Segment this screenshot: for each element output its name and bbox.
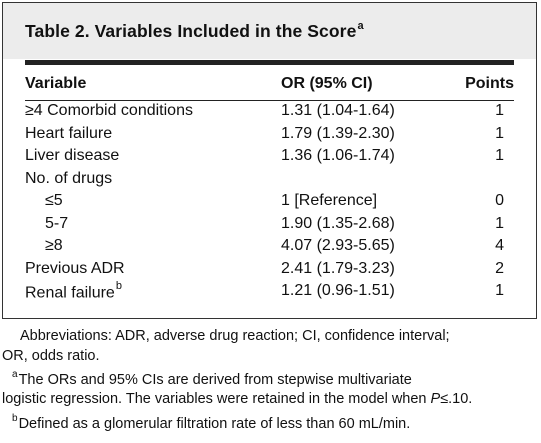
table-row: ≤5 1 [Reference] 0 xyxy=(3,192,536,215)
cell-or: 1.90 (1.35-2.68) xyxy=(281,214,395,232)
footnote-a-cont-post: ≤.10. xyxy=(440,391,473,408)
cell-or: 4.07 (2.93-5.65) xyxy=(281,237,395,254)
table-title-band: Table 2. Variables Included in the Score… xyxy=(3,3,536,59)
footnote-a-cont: logistic regression. The variables were … xyxy=(0,390,541,410)
column-header-points: Points xyxy=(465,75,514,92)
cell-points: 1 xyxy=(495,147,504,164)
footnote-b-text: Defined as a glomerular filtration rate … xyxy=(18,415,411,432)
table-row: Heart failure 1.79 (1.39-2.30) 1 xyxy=(3,125,536,148)
abbreviations-note: Abbreviations: ADR, adverse drug reactio… xyxy=(20,328,450,344)
table-row: Renal failureb 1.21 (0.96-1.51) 1 xyxy=(3,280,536,305)
cell-or: 2.41 (1.79-3.23) xyxy=(281,259,395,277)
table-row: ≥4 Comorbid conditions 1.31 (1.04-1.64) 1 xyxy=(3,102,536,125)
table-title: Table 2. Variables Included in the Score… xyxy=(25,20,364,42)
table-row: 5-7 1.90 (1.35-2.68) 1 xyxy=(3,215,536,238)
cell-variable: ≥8 xyxy=(45,237,63,255)
cell-or: 1.79 (1.39-2.30) xyxy=(281,124,395,142)
cell-variable-text: Previous ADR xyxy=(25,259,125,277)
cell-variable-text: No. of drugs xyxy=(25,169,113,187)
cell-variable-text: 5-7 xyxy=(45,214,69,232)
table-row: ≥8 4.07 (2.93-5.65) 4 xyxy=(3,237,536,260)
footnote-a-cont-pre: logistic regression. The variables were … xyxy=(2,391,431,408)
column-header-variable: Variable xyxy=(25,75,87,92)
cell-or: 1 [Reference] xyxy=(281,192,378,209)
cell-points: 4 xyxy=(495,237,504,254)
table-footnotes: Abbreviations: ADR, adverse drug reactio… xyxy=(0,327,541,434)
footnote-a-mark: a xyxy=(12,369,18,380)
header-rule-thin xyxy=(25,100,514,101)
cell-variable: ≤5 xyxy=(45,192,63,210)
footnote-a-p-symbol: P xyxy=(430,391,441,408)
table-row: Liver disease 1.36 (1.06-1.74) 1 xyxy=(3,147,536,170)
cell-variable-text: ≥8 xyxy=(45,237,63,254)
abbreviations-note-cont: OR, odds ratio. xyxy=(2,347,100,364)
table-row: No. of drugs xyxy=(3,170,536,193)
cell-points: 2 xyxy=(495,259,504,277)
cell-or: 1.36 (1.06-1.74) xyxy=(281,147,395,164)
cell-variable-text: Heart failure xyxy=(25,124,113,142)
footnote-b-mark: b xyxy=(12,412,18,424)
cell-points: 1 xyxy=(495,282,504,299)
cell-variable: No. of drugs xyxy=(25,170,112,188)
footnote-a-text: The ORs and 95% CIs are derived from ste… xyxy=(18,371,412,388)
title-footnote-mark: a xyxy=(357,20,364,33)
cell-points: 0 xyxy=(495,192,504,209)
footnote-a: aThe ORs and 95% CIs are derived from st… xyxy=(0,366,541,390)
cell-variable: Liver disease xyxy=(25,147,119,165)
footnote-b: bDefined as a glomerular filtration rate… xyxy=(0,410,541,434)
cell-footnote-mark: b xyxy=(115,280,122,292)
cell-points: 1 xyxy=(495,214,504,232)
cell-variable: Renal failureb xyxy=(25,280,122,302)
cell-or: 1.21 (0.96-1.51) xyxy=(281,282,395,299)
cell-points: 1 xyxy=(495,124,504,142)
cell-points: 1 xyxy=(495,102,504,119)
table-frame: Table 2. Variables Included in the Score… xyxy=(2,2,537,319)
column-header-or: OR (95% CI) xyxy=(281,75,373,92)
cell-variable: 5-7 xyxy=(45,215,68,233)
cell-variable-text: ≥4 Comorbid conditions xyxy=(25,102,193,119)
cell-variable-text: Renal failure xyxy=(25,284,115,302)
cell-variable: Previous ADR xyxy=(25,260,125,278)
cell-variable-text: Liver disease xyxy=(25,147,120,164)
table-title-text: Table 2. Variables Included in the Score xyxy=(25,21,357,41)
cell-or: 1.31 (1.04-1.64) xyxy=(281,102,395,119)
header-rule-thick xyxy=(25,60,514,65)
table-row: Previous ADR 2.41 (1.79-3.23) 2 xyxy=(3,260,536,283)
cell-variable: Heart failure xyxy=(25,125,112,143)
cell-variable-text: ≤5 xyxy=(45,192,63,209)
cell-variable: ≥4 Comorbid conditions xyxy=(25,102,193,120)
